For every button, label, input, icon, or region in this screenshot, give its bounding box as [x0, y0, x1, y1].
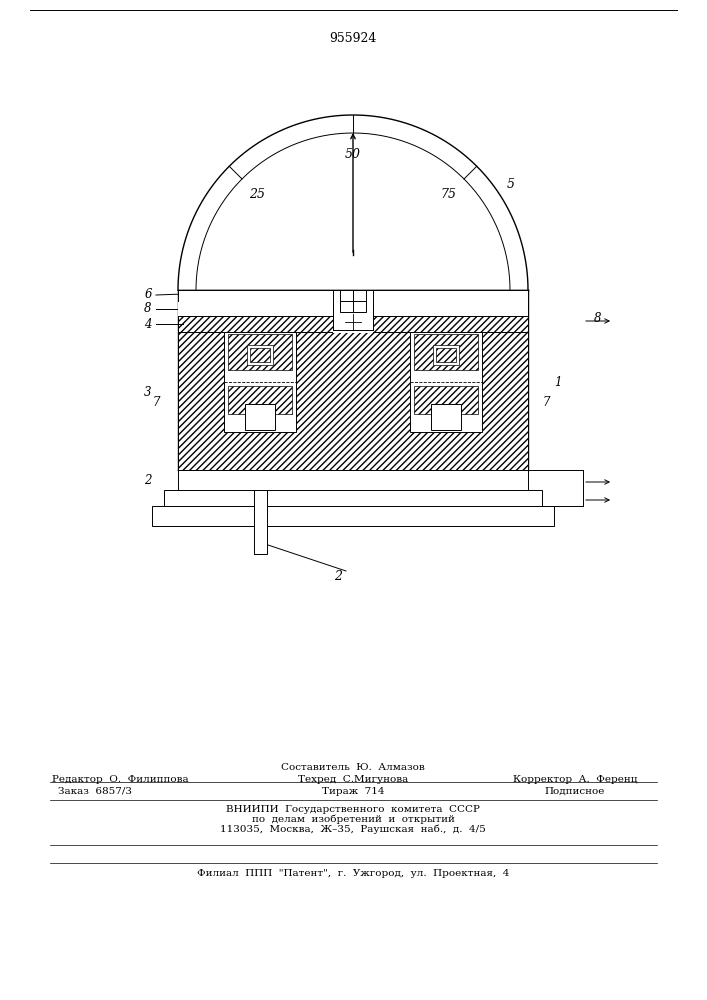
Bar [414, 334, 478, 370]
Bar [333, 290, 373, 330]
Bar [164, 490, 542, 506]
Bar [178, 302, 333, 316]
Bar [247, 345, 273, 365]
Bar [178, 290, 528, 302]
Text: ВНИИПИ  Государственного  комитета  СССР: ВНИИПИ Государственного комитета СССР [226, 804, 480, 814]
Bar [250, 348, 270, 362]
Text: 2: 2 [144, 474, 152, 487]
Text: Тираж  714: Тираж 714 [322, 786, 384, 796]
Bar [431, 404, 461, 430]
Text: Заказ  6857/3: Заказ 6857/3 [58, 786, 132, 796]
Bar [254, 490, 267, 554]
Text: Корректор  А.  Ференц: Корректор А. Ференц [513, 774, 637, 784]
Bar [333, 315, 373, 333]
Bar [178, 316, 528, 332]
Bar [414, 386, 478, 414]
Text: Составитель  Ю.  Алмазов: Составитель Ю. Алмазов [281, 764, 425, 772]
Text: 3: 3 [144, 385, 152, 398]
Text: 5: 5 [506, 178, 515, 191]
Text: 1: 1 [554, 375, 562, 388]
Text: 50: 50 [345, 148, 361, 161]
Text: Филиал  ППП  "Патент",  г.  Ужгород,  ул.  Проектная,  4: Филиал ППП "Патент", г. Ужгород, ул. Про… [197, 869, 509, 879]
Bar [224, 332, 296, 432]
Bar [228, 334, 292, 370]
Text: Подписное: Подписное [545, 786, 605, 796]
Bar [433, 345, 459, 365]
Bar [152, 506, 554, 526]
Bar [345, 314, 361, 330]
Bar [340, 290, 366, 312]
Bar [228, 386, 292, 414]
Bar [178, 332, 528, 470]
Bar [373, 302, 528, 316]
Bar [410, 332, 482, 432]
Text: Техред  С.Мигунова: Техред С.Мигунова [298, 774, 408, 784]
Bar [245, 404, 275, 430]
Text: 75: 75 [440, 188, 457, 201]
Text: 25: 25 [250, 188, 266, 201]
Text: 113035,  Москва,  Ж–35,  Раушская  наб.,  д.  4/5: 113035, Москва, Ж–35, Раушская наб., д. … [220, 824, 486, 834]
Text: 8: 8 [144, 302, 152, 316]
Text: Редактор  О.  Филиппова: Редактор О. Филиппова [52, 774, 188, 784]
Text: 2: 2 [334, 570, 342, 582]
Text: 4: 4 [144, 318, 152, 330]
Text: по  делам  изобретений  и  открытий: по делам изобретений и открытий [252, 814, 455, 824]
Text: 6: 6 [144, 288, 152, 302]
Bar [436, 348, 456, 362]
Text: 7: 7 [152, 395, 160, 408]
Bar [178, 470, 528, 490]
Text: 955924: 955924 [329, 31, 377, 44]
Text: 8: 8 [595, 312, 602, 324]
Text: 7: 7 [542, 395, 550, 408]
